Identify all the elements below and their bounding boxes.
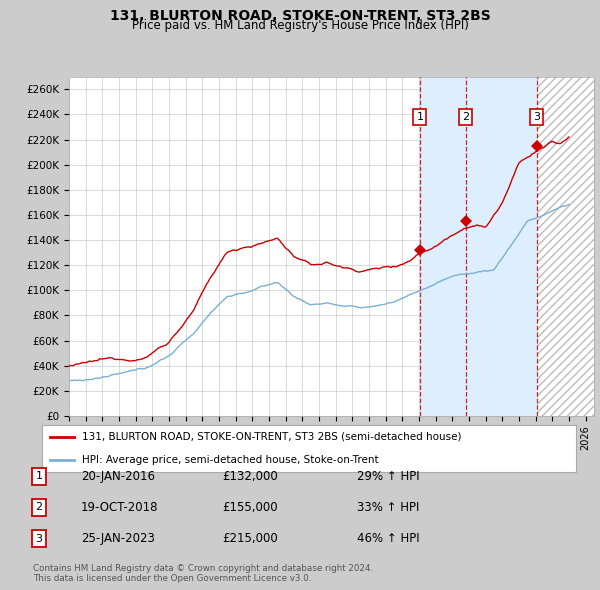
Text: 1: 1 [416,112,424,122]
Text: 2: 2 [462,112,469,122]
Text: 131, BLURTON ROAD, STOKE-ON-TRENT, ST3 2BS: 131, BLURTON ROAD, STOKE-ON-TRENT, ST3 2… [110,9,490,23]
Bar [537,77,594,416]
Text: 20-JAN-2016: 20-JAN-2016 [81,470,155,483]
Text: 3: 3 [533,112,541,122]
Text: HPI: Average price, semi-detached house, Stoke-on-Trent: HPI: Average price, semi-detached house,… [82,455,379,465]
Text: £155,000: £155,000 [222,501,278,514]
Bar [420,77,466,416]
Text: 25-JAN-2023: 25-JAN-2023 [81,532,155,545]
Text: 29% ↑ HPI: 29% ↑ HPI [357,470,419,483]
Text: Contains HM Land Registry data © Crown copyright and database right 2024.
This d: Contains HM Land Registry data © Crown c… [33,563,373,583]
Text: £215,000: £215,000 [222,532,278,545]
Text: Price paid vs. HM Land Registry's House Price Index (HPI): Price paid vs. HM Land Registry's House … [131,19,469,32]
Text: 3: 3 [35,534,43,543]
Text: 46% ↑ HPI: 46% ↑ HPI [357,532,419,545]
Text: 2: 2 [35,503,43,512]
Text: £132,000: £132,000 [222,470,278,483]
Text: 131, BLURTON ROAD, STOKE-ON-TRENT, ST3 2BS (semi-detached house): 131, BLURTON ROAD, STOKE-ON-TRENT, ST3 2… [82,432,461,441]
Text: 19-OCT-2018: 19-OCT-2018 [81,501,158,514]
Bar [466,77,537,416]
Text: 1: 1 [35,471,43,481]
Text: 33% ↑ HPI: 33% ↑ HPI [357,501,419,514]
